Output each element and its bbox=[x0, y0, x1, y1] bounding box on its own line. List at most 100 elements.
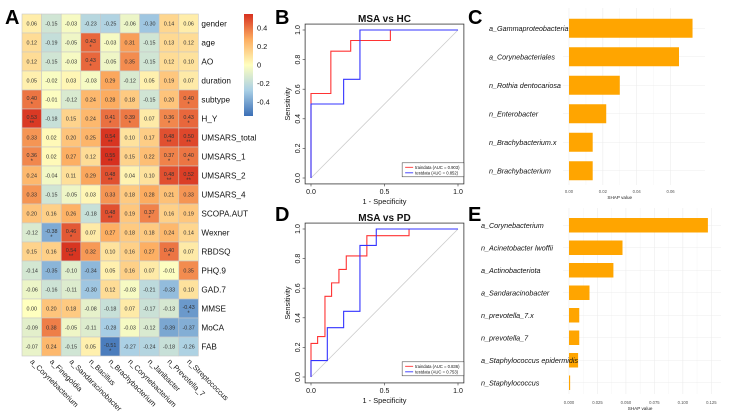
shap-bar bbox=[569, 218, 708, 233]
heatmap-cell-value: -0.39 bbox=[163, 326, 175, 332]
heatmap-row-label: RBDSQ bbox=[201, 248, 230, 257]
heatmap-cell-value: 0.27 bbox=[105, 231, 116, 237]
heatmap-cell-value: -0.15 bbox=[45, 22, 57, 28]
heatmap-cell-value: 0.29 bbox=[105, 79, 116, 85]
significance-marker: * bbox=[168, 121, 171, 127]
heatmap-cell-value: -0.15 bbox=[143, 98, 155, 104]
heatmap-cell-value: -0.15 bbox=[45, 193, 57, 199]
heatmap-cell-value: 0.07 bbox=[144, 117, 155, 123]
significance-marker: * bbox=[129, 121, 132, 127]
heatmap-cell-value: -0.04 bbox=[45, 174, 57, 180]
significance-marker: * bbox=[89, 64, 92, 70]
heatmap-cell-value: -0.06 bbox=[26, 288, 38, 294]
heatmap-cell-value: 0.53 bbox=[27, 115, 38, 121]
heatmap-cell-value: 0.33 bbox=[183, 193, 194, 199]
significance-marker: * bbox=[187, 311, 190, 317]
heatmap-cell-value: -0.27 bbox=[124, 345, 136, 351]
heatmap-cell-value: -0.18 bbox=[104, 307, 116, 313]
heatmap-cell-value: 0.52 bbox=[183, 172, 194, 178]
heatmap-cell-value: 0.24 bbox=[46, 345, 57, 351]
heatmap-cell bbox=[178, 336, 199, 357]
y-tick-label: 0.4 bbox=[295, 114, 302, 124]
heatmap-cell-value: 0.00 bbox=[27, 307, 38, 313]
heatmap-row-label: AO bbox=[201, 58, 213, 67]
feature-label: n_Acinetobacter lwoffii bbox=[481, 243, 553, 252]
colorbar-tick-label: 0 bbox=[257, 61, 261, 70]
heatmap-cell-value: -0.25 bbox=[104, 22, 116, 28]
heatmap-cell-value: 0.48 bbox=[105, 172, 116, 178]
heatmap-cell-value: -0.13 bbox=[163, 307, 175, 313]
roc-curve-test bbox=[310, 29, 458, 178]
shap-bar bbox=[569, 75, 620, 95]
heatmap-cell-value: 0.26 bbox=[66, 212, 77, 218]
heatmap-cell-value: 0.13 bbox=[164, 41, 175, 47]
significance-marker: * bbox=[31, 159, 34, 165]
y-axis-label: Sensitivity bbox=[283, 286, 292, 320]
shap-bar bbox=[569, 47, 679, 67]
heatmap-cell-value: 0.40 bbox=[164, 248, 175, 254]
heatmap-row-label: PHQ.9 bbox=[201, 267, 226, 276]
significance-marker: * bbox=[168, 159, 171, 165]
heatmap-cell-value: 0.10 bbox=[183, 288, 194, 294]
y-tick-label: 0.6 bbox=[295, 84, 302, 94]
heatmap-cell-value: 0.54 bbox=[105, 134, 116, 140]
y-axis-label: Sensitivity bbox=[283, 87, 292, 121]
heatmap-cell-value: -0.03 bbox=[124, 288, 136, 294]
heatmap-cell-value: 0.10 bbox=[183, 60, 194, 66]
heatmap-cell-value: -0.28 bbox=[104, 326, 116, 332]
heatmap-cell-value: 0.46 bbox=[66, 229, 77, 235]
heatmap-colorbar: 0.4 0.2 0 -0.2 -0.4 bbox=[244, 14, 270, 116]
x-tick-label: 1.0 bbox=[453, 388, 463, 395]
x-tick-label: 0.02 bbox=[599, 189, 608, 194]
x-tick-label: 0.000 bbox=[564, 400, 575, 405]
roc-curve-test bbox=[310, 228, 458, 377]
x-tick-label: 0.5 bbox=[380, 388, 390, 395]
heatmap-cell-value: 0.07 bbox=[85, 231, 96, 237]
heatmap-row-label: subtype bbox=[201, 96, 230, 105]
heatmap-cell-value: 0.36 bbox=[164, 115, 175, 121]
x-tick-label: 0.04 bbox=[633, 189, 642, 194]
heatmap-row-label: UMSARS_total bbox=[201, 134, 256, 143]
shap-bar bbox=[569, 308, 580, 323]
heatmap-cell-value: 0.03 bbox=[85, 193, 96, 199]
feature-label: n_Rothia dentocariosa bbox=[489, 81, 561, 90]
heatmap-cell-value: 0.40 bbox=[27, 96, 38, 102]
heatmap-row-label: duration bbox=[201, 77, 231, 86]
significance-marker: * bbox=[89, 45, 92, 51]
heatmap-cell-value: 0.41 bbox=[105, 115, 116, 121]
legend-label: testdata (AUC = 0.852) bbox=[415, 170, 459, 175]
roc-curve-train bbox=[310, 228, 458, 377]
heatmap-cell-value: -0.02 bbox=[45, 79, 57, 85]
heatmap-cell-value: 0.40 bbox=[183, 153, 194, 159]
y-tick-label: 0.8 bbox=[295, 55, 302, 65]
significance-marker: ** bbox=[186, 140, 191, 146]
heatmap-cell-value: 0.25 bbox=[85, 136, 96, 142]
feature-label: n_Enterobacter bbox=[489, 109, 539, 118]
shap-bar bbox=[569, 240, 623, 255]
heatmap-cell-value: 0.06 bbox=[27, 22, 38, 28]
heatmap-row-label: gender bbox=[201, 20, 227, 29]
reference-diagonal bbox=[310, 228, 459, 378]
heatmap-cell-value: -0.12 bbox=[143, 326, 155, 332]
legend-label: testdata (AUC = 0.753) bbox=[415, 369, 459, 374]
heatmap-cell-value: 0.29 bbox=[85, 174, 96, 180]
panel-label-b: B bbox=[275, 7, 290, 29]
heatmap-row-label: SCOPA.AUT bbox=[201, 210, 248, 219]
significance-marker: * bbox=[168, 254, 171, 260]
heatmap-cell-value: 0.10 bbox=[125, 136, 136, 142]
shap-bar bbox=[569, 161, 593, 181]
heatmap-cell-value: 0.16 bbox=[46, 212, 57, 218]
shap-bar bbox=[569, 132, 593, 152]
heatmap-cell-value: 0.12 bbox=[27, 60, 38, 66]
heatmap-cell-value: 0.43 bbox=[85, 58, 96, 64]
heatmap-cell-value: -0.11 bbox=[85, 326, 97, 332]
heatmap-cell-value: -0.19 bbox=[45, 41, 57, 47]
x-tick-label: 0.0 bbox=[306, 388, 316, 395]
heatmap-cell-value: -0.03 bbox=[104, 41, 116, 47]
heatmap-cell-value: 0.43 bbox=[183, 115, 194, 121]
colorbar-tick-label: -0.4 bbox=[257, 98, 270, 107]
heatmap-cell-value: 0.19 bbox=[125, 212, 136, 218]
heatmap-cell-value: 0.16 bbox=[125, 250, 136, 256]
heatmap-cell-value: -0.03 bbox=[65, 22, 77, 28]
significance-marker: ** bbox=[108, 159, 113, 165]
